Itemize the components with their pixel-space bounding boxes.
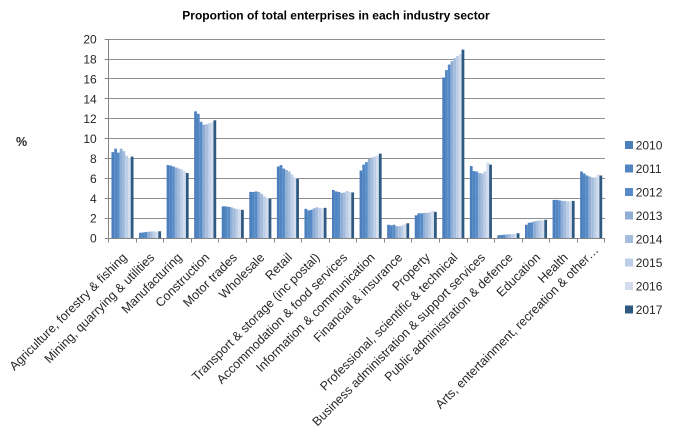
svg-text:2016: 2016 bbox=[636, 279, 663, 293]
svg-text:12: 12 bbox=[83, 112, 97, 126]
svg-text:0: 0 bbox=[90, 232, 97, 246]
svg-text:2010: 2010 bbox=[636, 138, 663, 152]
svg-text:6: 6 bbox=[90, 172, 97, 186]
svg-text:20: 20 bbox=[83, 33, 97, 47]
svg-text:%: % bbox=[16, 135, 27, 149]
svg-text:2012: 2012 bbox=[636, 185, 663, 199]
svg-text:2: 2 bbox=[90, 212, 97, 226]
svg-text:4: 4 bbox=[90, 192, 97, 206]
svg-text:16: 16 bbox=[83, 72, 97, 86]
svg-text:2017: 2017 bbox=[636, 303, 663, 317]
svg-text:Proportion of total enterprise: Proportion of total enterprises in each … bbox=[182, 9, 490, 23]
svg-text:2013: 2013 bbox=[636, 209, 663, 223]
svg-text:8: 8 bbox=[90, 152, 97, 166]
svg-text:2015: 2015 bbox=[636, 256, 663, 270]
svg-text:14: 14 bbox=[83, 92, 97, 106]
svg-text:2011: 2011 bbox=[636, 162, 662, 176]
svg-text:2014: 2014 bbox=[636, 232, 663, 246]
svg-text:10: 10 bbox=[83, 132, 97, 146]
svg-text:18: 18 bbox=[83, 53, 97, 67]
